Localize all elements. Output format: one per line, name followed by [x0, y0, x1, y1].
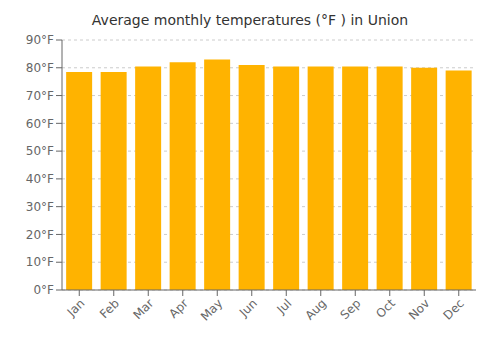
svg-text:Dec: Dec [441, 296, 467, 322]
svg-text:70°F: 70°F [26, 89, 54, 103]
svg-text:Jun: Jun [236, 296, 260, 320]
svg-text:50°F: 50°F [26, 144, 54, 158]
svg-text:0°F: 0°F [33, 283, 54, 297]
svg-text:Apr: Apr [166, 296, 191, 321]
svg-text:Nov: Nov [406, 296, 432, 322]
svg-text:Oct: Oct [373, 296, 398, 321]
svg-text:60°F: 60°F [26, 117, 54, 131]
svg-text:Sep: Sep [337, 296, 363, 322]
svg-text:40°F: 40°F [26, 172, 54, 186]
html-text:Average monthly temperatures (: Average monthly temperatures (°F ) in Un… [91, 12, 409, 28]
svg-text:Jan: Jan [64, 296, 88, 320]
svg-text:Feb: Feb [97, 296, 122, 321]
svg-text:90°F: 90°F [26, 33, 54, 47]
svg-text:May: May [198, 296, 225, 323]
svg-text:Mar: Mar [130, 296, 156, 322]
svg-text:20°F: 20°F [26, 228, 54, 242]
svg-text:Aug: Aug [302, 296, 328, 322]
svg-text:80°F: 80°F [26, 61, 54, 75]
svg-text:10°F: 10°F [26, 255, 54, 269]
svg-text:Jul: Jul [274, 296, 295, 317]
svg-text:30°F: 30°F [26, 200, 54, 214]
